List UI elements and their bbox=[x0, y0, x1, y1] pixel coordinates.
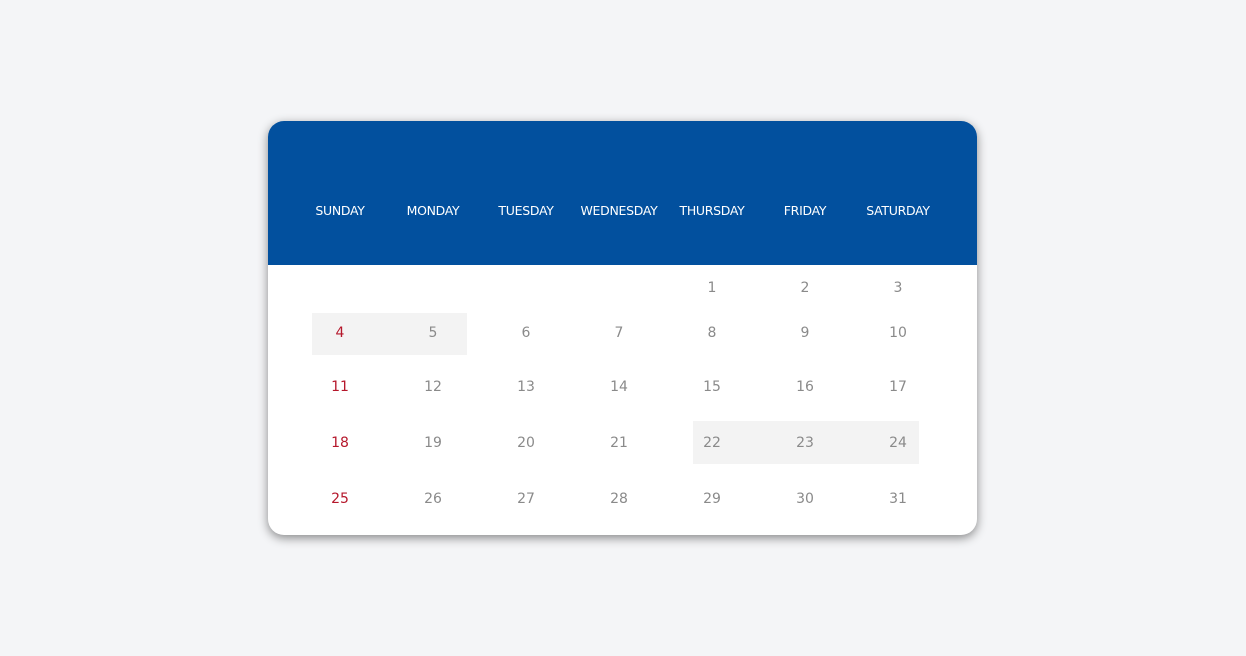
calendar-card: SUNDAY MONDAY TUESDAY WEDNESDAY THURSDAY FRID… bbox=[268, 121, 977, 535]
day-cell-11[interactable]: 11 bbox=[331, 379, 349, 395]
day-cell-21[interactable]: 21 bbox=[610, 435, 628, 451]
day-cell-9[interactable]: 9 bbox=[800, 325, 810, 341]
weekday-sunday: SUNDAY bbox=[315, 203, 365, 218]
day-cell-8[interactable]: 8 bbox=[707, 325, 717, 341]
weekday-wednesday: WEDNESDAY bbox=[580, 203, 658, 218]
day-cell-16[interactable]: 16 bbox=[796, 379, 814, 395]
day-cell-25[interactable]: 25 bbox=[331, 491, 349, 507]
day-cell-18[interactable]: 18 bbox=[331, 435, 349, 451]
day-cell-3[interactable]: 3 bbox=[893, 280, 903, 296]
weekday-saturday: SATURDAY bbox=[866, 203, 930, 218]
day-cell-27[interactable]: 27 bbox=[517, 491, 535, 507]
day-cell-24[interactable]: 24 bbox=[889, 435, 907, 451]
day-cell-29[interactable]: 29 bbox=[703, 491, 721, 507]
day-cell-17[interactable]: 17 bbox=[889, 379, 907, 395]
day-cell-19[interactable]: 19 bbox=[424, 435, 442, 451]
day-cell-12[interactable]: 12 bbox=[424, 379, 442, 395]
day-cell-20[interactable]: 20 bbox=[517, 435, 535, 451]
weekday-tuesday: TUESDAY bbox=[498, 203, 554, 218]
day-cell-23[interactable]: 23 bbox=[796, 435, 814, 451]
day-cell-1[interactable]: 1 bbox=[707, 280, 717, 296]
weekday-thursday: THURSDAY bbox=[679, 203, 745, 218]
day-cell-13[interactable]: 13 bbox=[517, 379, 535, 395]
highlight-range-4-5 bbox=[312, 313, 467, 355]
highlight-range-22-24 bbox=[693, 421, 919, 464]
day-cell-28[interactable]: 28 bbox=[610, 491, 628, 507]
day-cell-30[interactable]: 30 bbox=[796, 491, 814, 507]
day-cell-2[interactable]: 2 bbox=[800, 280, 810, 296]
day-cell-31[interactable]: 31 bbox=[889, 491, 907, 507]
day-cell-22[interactable]: 22 bbox=[703, 435, 721, 451]
weekday-monday: MONDAY bbox=[406, 203, 460, 218]
calendar-header: SUNDAY MONDAY TUESDAY WEDNESDAY THURSDAY FRID… bbox=[268, 121, 977, 265]
day-cell-26[interactable]: 26 bbox=[424, 491, 442, 507]
day-cell-15[interactable]: 15 bbox=[703, 379, 721, 395]
weekday-friday: FRIDAY bbox=[783, 203, 827, 218]
day-cell-7[interactable]: 7 bbox=[614, 325, 624, 341]
day-cell-5[interactable]: 5 bbox=[428, 325, 438, 341]
day-cell-4[interactable]: 4 bbox=[335, 325, 345, 341]
day-cell-10[interactable]: 10 bbox=[889, 325, 907, 341]
day-cell-14[interactable]: 14 bbox=[610, 379, 628, 395]
day-cell-6[interactable]: 6 bbox=[521, 325, 531, 341]
